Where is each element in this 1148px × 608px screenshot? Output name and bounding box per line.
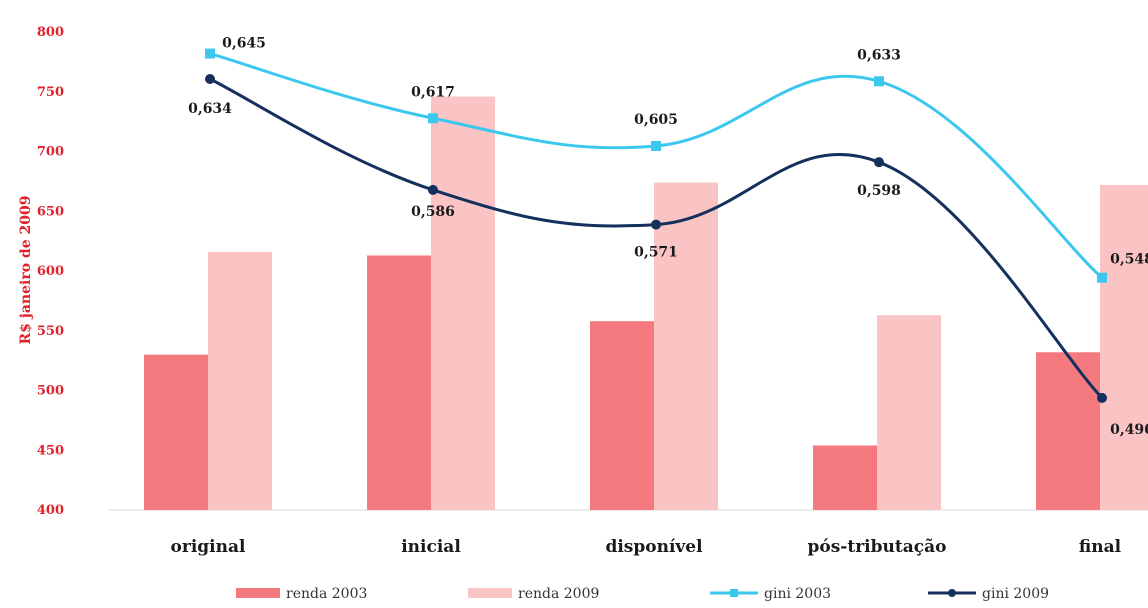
point-gini-2003-original: [205, 48, 215, 59]
legend-label: renda 2003: [286, 586, 367, 602]
x-axis-categories: original inicial disponível pós-tributação f…: [171, 537, 1122, 557]
y-tick-label: 550: [37, 324, 64, 339]
legend-item-gini-2009: gini 2009: [928, 586, 1049, 602]
legend-item-renda-2003: renda 2003: [236, 586, 367, 602]
data-label-gini-2009-original: 0,634: [188, 101, 232, 117]
legend-swatch: [468, 588, 512, 598]
data-label-gini-2003-final: 0,548: [1110, 252, 1148, 268]
y-axis-ticks: 800 750 700 650 600 550 500 450 400: [37, 25, 64, 518]
data-label-gini-2009-pos-tributacao: 0,598: [857, 183, 901, 199]
point-gini-2003-disponivel: [651, 141, 661, 151]
point-gini-2009-pos-tributacao: [874, 157, 884, 168]
data-label-gini-2003-inicial: 0,617: [411, 84, 455, 100]
bar-renda-2009-original: [208, 251, 272, 510]
x-category-disponivel: disponível: [605, 537, 703, 557]
bar-renda-2009-disponivel: [654, 182, 718, 510]
bar-renda-2003-original: [144, 354, 208, 510]
x-category-final: final: [1079, 537, 1122, 557]
y-tick-label: 750: [37, 85, 64, 100]
legend-label: renda 2009: [518, 586, 599, 602]
legend-marker: [948, 589, 956, 597]
bar-renda-2003-inicial: [367, 255, 431, 510]
x-category-pos-tributacao: pós-tributação: [808, 537, 947, 557]
y-tick-label: 500: [37, 384, 64, 399]
point-gini-2009-final: [1097, 392, 1107, 403]
data-label-gini-2009-final: 0,496: [1110, 422, 1148, 438]
bar-renda-2003-disponivel: [590, 321, 654, 510]
point-gini-2009-disponivel: [651, 219, 661, 230]
bar-renda-2009-inicial: [431, 96, 495, 510]
data-label-gini-2003-original: 0,645: [222, 36, 266, 52]
legend: renda 2003 renda 2009 gini 2003 gini 2009: [236, 586, 1049, 602]
point-gini-2009-original: [205, 73, 215, 84]
data-label-gini-2009-disponivel: 0,571: [634, 245, 678, 261]
legend-item-renda-2009: renda 2009: [468, 586, 599, 602]
y-tick-label: 450: [37, 443, 64, 458]
gini-lines: 0,645 0,617 0,605 0,633 0,548 0,634 0,586 0,571…: [188, 36, 1148, 438]
y-tick-label: 600: [37, 264, 64, 279]
legend-marker: [730, 589, 738, 597]
y-axis-label: R$ janeiro de 2009: [18, 196, 34, 345]
data-label-gini-2003-pos-tributacao: 0,633: [857, 47, 901, 63]
y-tick-label: 800: [37, 25, 64, 40]
bar-renda-2003-final: [1036, 352, 1100, 510]
bar-renda-2009-final: [1100, 184, 1148, 510]
line-gini-2009: [209, 77, 1104, 399]
point-gini-2003-pos-tributacao: [874, 76, 884, 87]
x-category-original: original: [171, 537, 246, 557]
point-gini-2003-inicial: [428, 113, 438, 124]
data-label-gini-2003-disponivel: 0,605: [634, 112, 678, 128]
point-gini-2009-inicial: [428, 184, 438, 195]
bars: [144, 96, 1148, 510]
bar-renda-2003-pos-tributacao: [813, 445, 877, 510]
point-gini-2003-final: [1097, 272, 1107, 283]
x-category-inicial: inicial: [401, 537, 461, 557]
data-label-gini-2009-inicial: 0,586: [411, 204, 455, 220]
y-tick-label: 400: [37, 503, 64, 518]
legend-swatch: [236, 588, 280, 598]
line-gini-2003: [209, 52, 1103, 279]
y-tick-label: 650: [37, 204, 64, 219]
bar-renda-2009-pos-tributacao: [877, 315, 941, 510]
legend-label: gini 2009: [982, 586, 1049, 602]
legend-label: gini 2003: [764, 586, 831, 602]
y-tick-label: 700: [37, 145, 64, 160]
legend-item-gini-2003: gini 2003: [710, 586, 831, 602]
